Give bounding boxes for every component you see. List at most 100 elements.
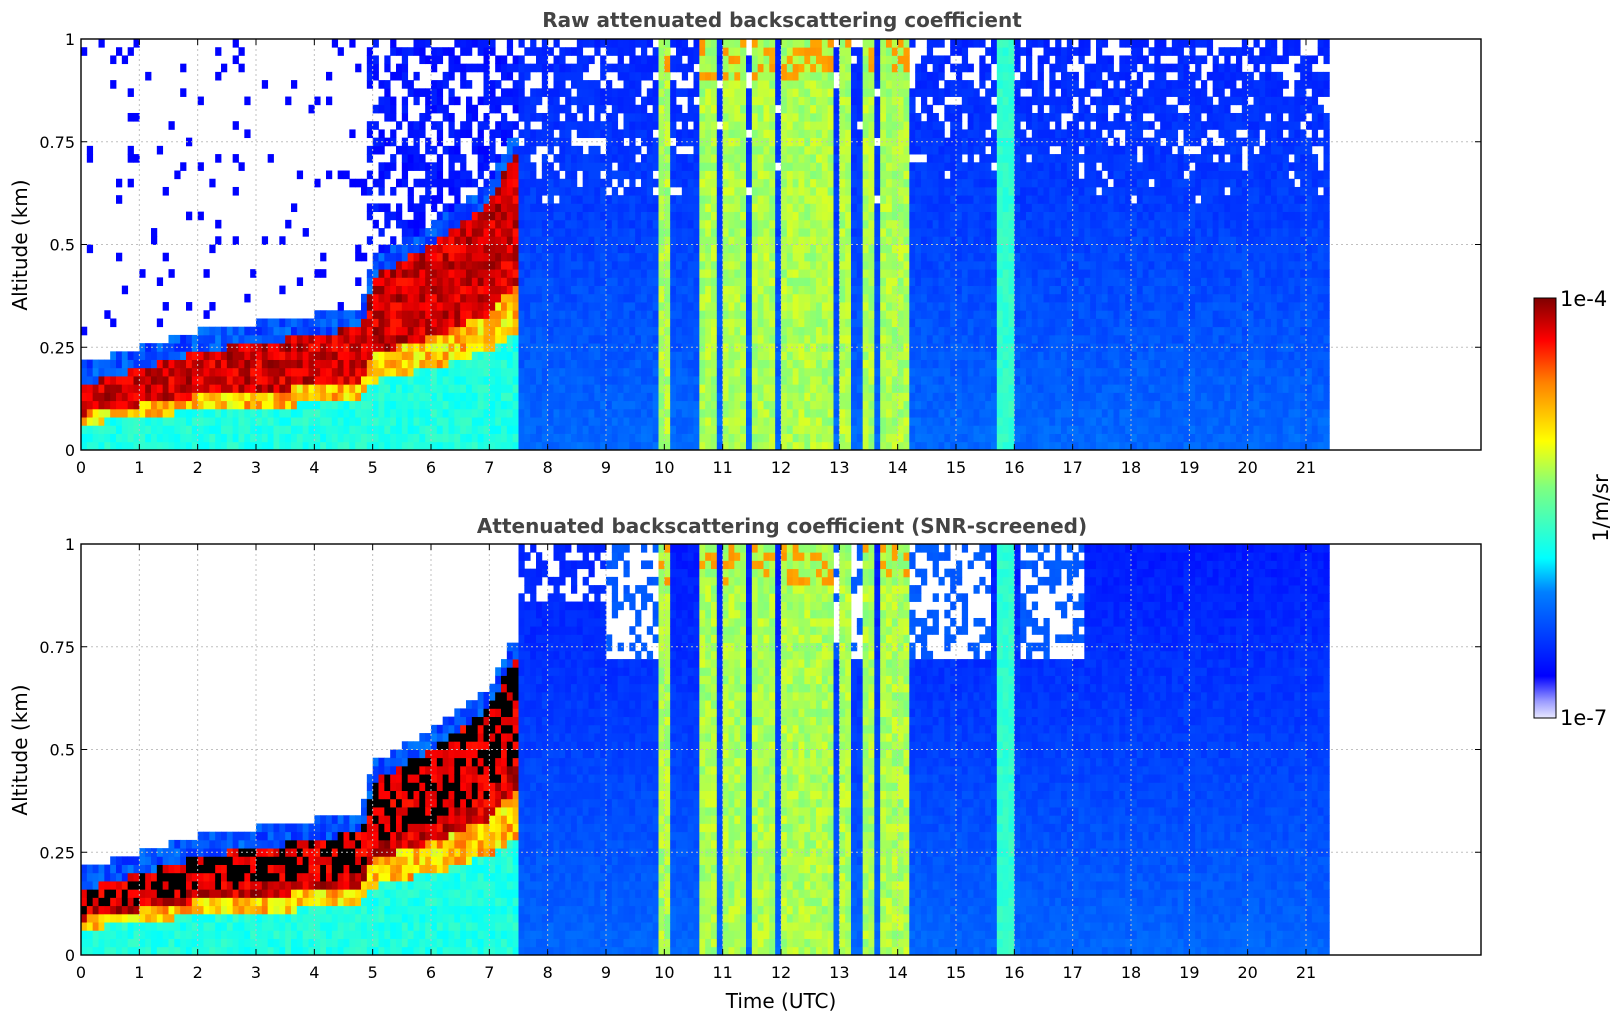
heat-cell [226,408,234,418]
heat-cell [291,384,298,393]
heat-cell [331,392,339,402]
heat-cell [512,376,519,385]
heat-cell [816,39,823,48]
heat-cell [483,203,490,213]
heat-cell [355,433,362,443]
heat-cell [664,170,671,180]
heat-cell [816,112,823,122]
heat-cell [751,195,759,204]
heat-cell [361,441,368,451]
heat-cell [477,211,484,221]
heat-cell [326,351,333,360]
heat-cell [413,88,420,97]
heat-cell [862,408,869,418]
heat-cell [711,441,718,451]
heat-cell [396,376,403,385]
heat-cell [390,376,397,385]
heat-cell [390,425,397,434]
heat-cell [530,211,537,221]
heat-cell [250,326,257,336]
heat-cell [880,400,887,410]
heat-cell [635,63,642,73]
heat-cell [641,269,648,278]
heat-cell [337,170,344,180]
heat-cell [326,334,333,344]
heat-cell [851,211,858,221]
heat-cell [629,425,636,434]
heat-cell [670,228,677,237]
heat-cell [361,425,368,434]
heat-cell [530,195,537,204]
heat-cell [541,269,549,278]
heat-cell [454,417,461,426]
heat-cell [810,121,817,130]
heat-cell [536,318,543,328]
heat-cell [471,39,479,48]
heat-cell [798,186,805,196]
heat-cell [489,277,496,286]
heat-cell [705,145,712,155]
heat-cell [804,293,811,303]
heat-cell [221,334,228,344]
heat-cell [320,334,327,344]
heat-cell [641,186,648,196]
heat-cell [571,433,578,443]
heat-cell [786,293,794,303]
heat-cell [641,285,648,295]
heat-cell [845,178,852,188]
heat-cell [886,63,893,73]
heat-cell [553,63,560,73]
heat-cell [431,236,438,245]
heat-cell [390,310,397,319]
heat-cell [256,384,263,393]
heat-cell [810,80,817,89]
heat-cell [372,63,379,73]
heat-cell [436,80,444,89]
heat-cell [349,351,356,360]
heat-cell [868,162,875,171]
heat-cell [518,154,525,163]
heat-cell [821,285,829,295]
heat-cell [629,384,636,393]
heat-cell [746,433,753,443]
heat-cell [734,203,741,213]
heat-cell [460,285,467,295]
heat-cell [553,154,560,163]
heat-cell [646,277,654,286]
heat-cell [576,310,584,319]
heat-cell [658,186,665,196]
heat-cell [728,425,735,434]
heat-cell [629,228,636,237]
heat-cell [734,441,741,451]
heat-cell [646,326,654,336]
heat-cell [810,367,817,377]
heat-cell [186,302,193,311]
heat-cell [687,260,694,270]
heat-cell [431,88,438,97]
heat-cell [477,228,484,237]
heat-cell [384,244,391,254]
heat-cell [553,269,560,278]
heat-cell [495,252,502,262]
heat-cell [448,433,455,443]
heat-cell [687,104,694,114]
heat-cell [582,112,589,122]
heat-cell [279,236,286,245]
heat-cell [244,425,251,434]
heat-cell [536,376,543,385]
heat-cell [734,170,741,180]
heat-cell [687,170,694,180]
heat-cell [471,228,479,237]
heat-cell [606,170,613,180]
heat-cell [792,170,799,180]
heat-cell [559,400,566,410]
heat-cell [559,392,566,402]
heat-cell [816,219,823,229]
heat-cell [670,154,677,163]
heat-cell [203,376,210,385]
heat-cell [495,129,502,139]
heat-cell [699,285,706,295]
heat-cell [781,211,788,221]
heat-cell [407,47,414,56]
heat-cell [652,112,659,122]
